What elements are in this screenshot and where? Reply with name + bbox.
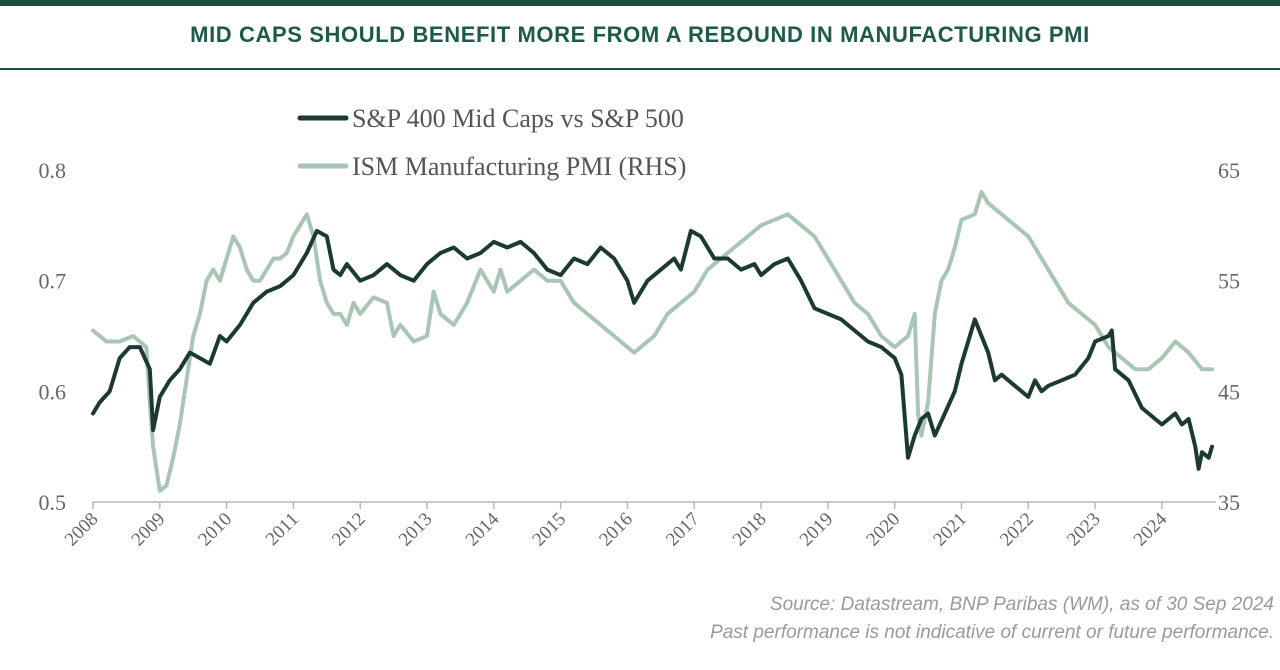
chart-title: MID CAPS SHOULD BENEFIT MORE FROM A REBO… <box>190 22 1090 47</box>
x-tick-label: 2018 <box>729 509 771 551</box>
x-tick-label: 2015 <box>528 509 570 551</box>
disclaimer-note: Past performance is not indicative of cu… <box>710 622 1274 643</box>
x-tick-label: 2016 <box>595 509 637 551</box>
y-right-tick-label: 55 <box>1218 269 1240 294</box>
y-right-tick-label: 65 <box>1218 158 1240 183</box>
y-right-tick-label: 45 <box>1218 379 1240 404</box>
x-tick-label: 2021 <box>929 509 971 551</box>
y-right-tick-label: 35 <box>1218 490 1240 515</box>
legend-label-midcap: S&P 400 Mid Caps vs S&P 500 <box>352 104 684 133</box>
x-tick-label: 2023 <box>1063 509 1105 551</box>
x-tick-label: 2010 <box>194 509 236 551</box>
y-left-tick-label: 0.8 <box>39 158 67 183</box>
legend-label-pmi: ISM Manufacturing PMI (RHS) <box>352 152 686 181</box>
top-accent-bar <box>0 0 1280 6</box>
x-tick-label: 2009 <box>128 509 170 551</box>
y-left-tick-label: 0.7 <box>39 269 67 294</box>
y-left-tick-label: 0.6 <box>39 379 67 404</box>
x-tick-label: 2011 <box>262 509 303 550</box>
x-tick-label: 2022 <box>996 509 1038 551</box>
x-tick-label: 2017 <box>662 509 704 551</box>
title-divider <box>0 68 1280 70</box>
x-tick-label: 2013 <box>395 509 437 551</box>
series-line-pmi <box>91 190 1214 493</box>
x-tick-label: 2020 <box>862 509 904 551</box>
y-left-tick-label: 0.5 <box>39 490 67 515</box>
source-note: Source: Datastream, BNP Paribas (WM), as… <box>769 594 1274 615</box>
x-tick-label: 2012 <box>328 509 370 551</box>
x-tick-label: 2014 <box>462 508 504 550</box>
x-tick-label: 2019 <box>796 509 838 551</box>
x-tick-label: 2008 <box>61 509 103 551</box>
series-line-midcap <box>91 228 1214 471</box>
x-tick-label: 2024 <box>1130 508 1172 550</box>
